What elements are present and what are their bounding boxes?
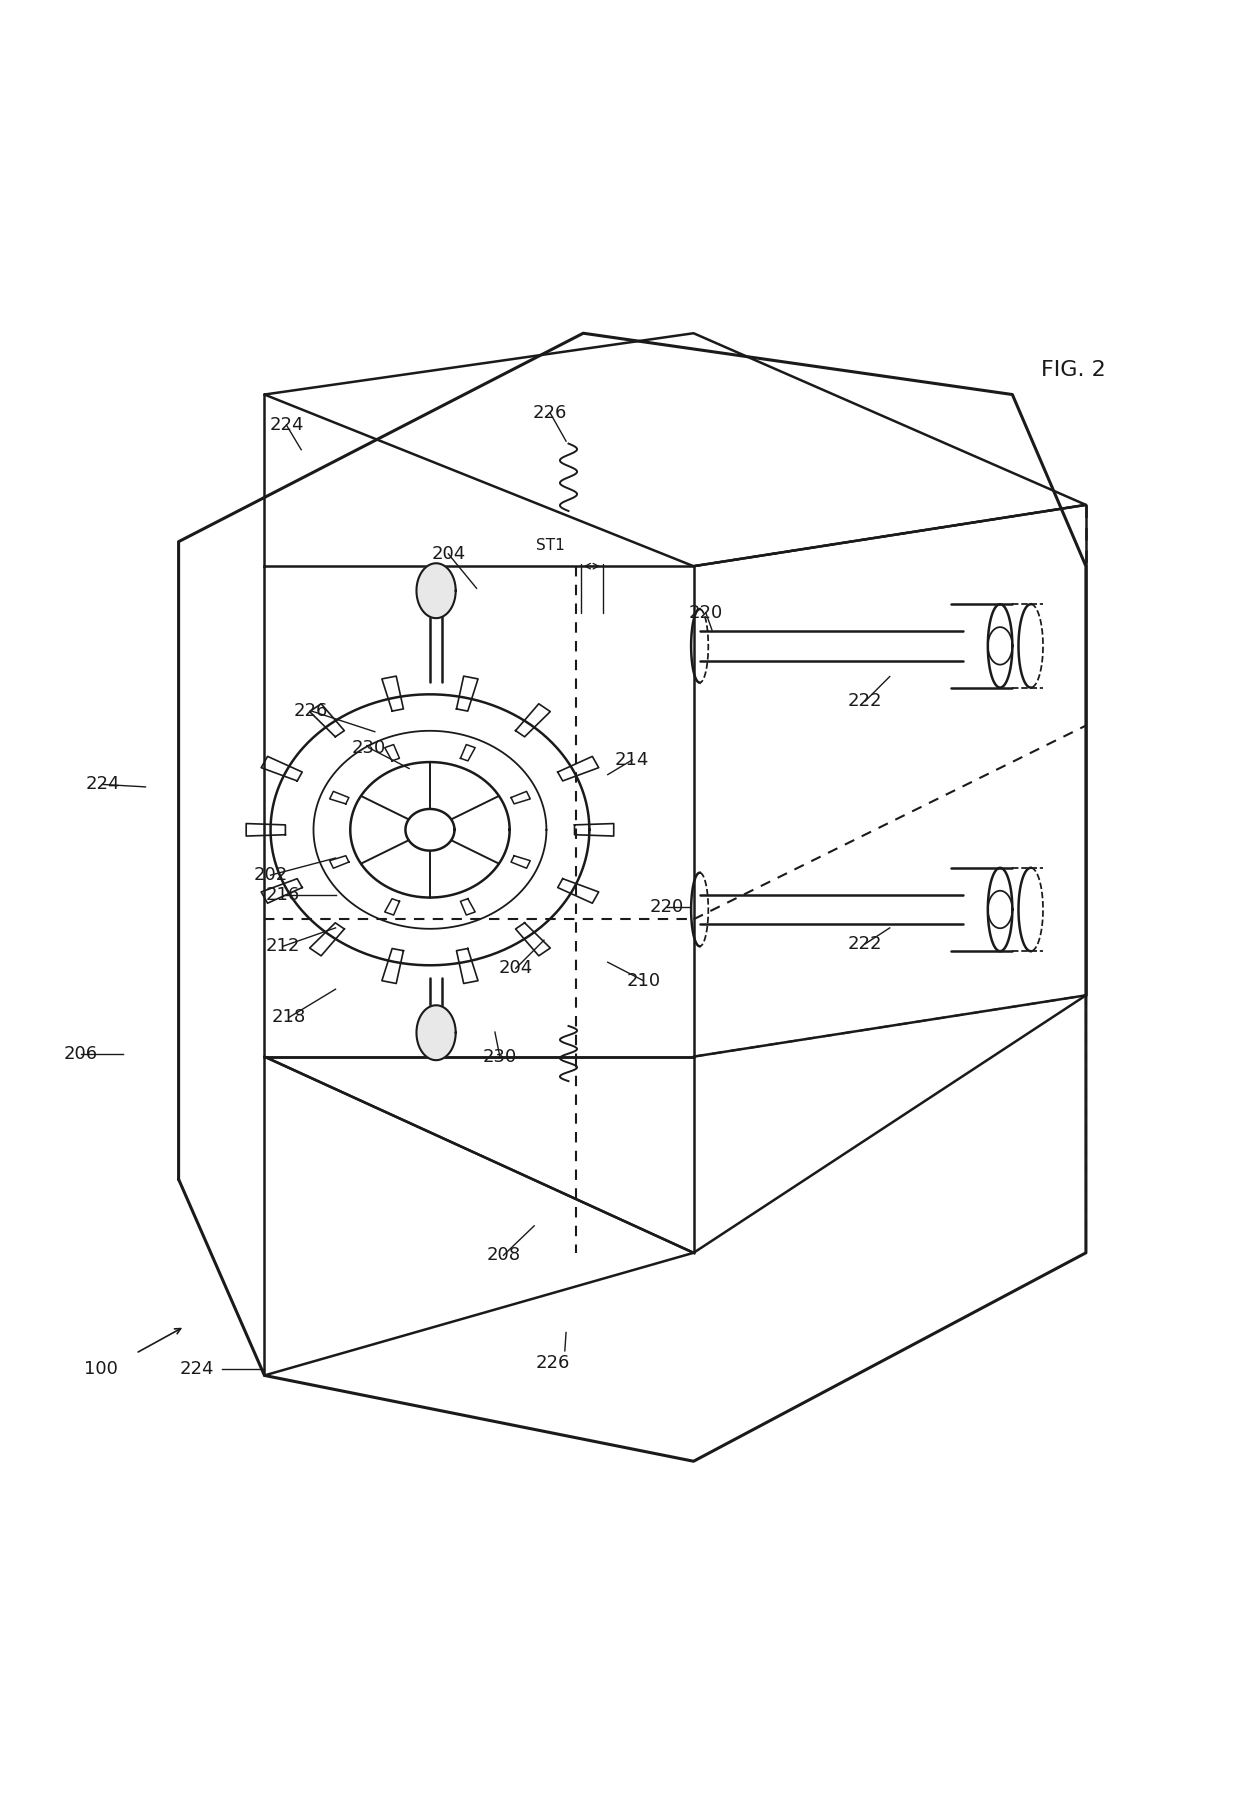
Text: 222: 222: [848, 935, 883, 953]
Polygon shape: [417, 564, 456, 618]
Text: FIG. 2: FIG. 2: [1042, 360, 1106, 380]
Text: 226: 226: [294, 702, 329, 720]
Text: 202: 202: [253, 866, 288, 884]
Text: 214: 214: [615, 751, 650, 769]
Text: 224: 224: [180, 1361, 215, 1379]
Text: 224: 224: [269, 417, 304, 435]
Text: 100: 100: [84, 1361, 118, 1379]
Text: 220: 220: [650, 899, 683, 917]
Text: 208: 208: [486, 1246, 521, 1264]
Text: 226: 226: [533, 404, 567, 422]
Text: 222: 222: [848, 691, 883, 709]
Text: 224: 224: [86, 775, 120, 793]
Text: 218: 218: [272, 1008, 306, 1026]
Text: 212: 212: [265, 937, 300, 955]
Text: 230: 230: [482, 1048, 517, 1066]
Text: 206: 206: [63, 1046, 98, 1062]
Text: 226: 226: [536, 1353, 569, 1372]
Text: 204: 204: [498, 959, 533, 977]
Text: 216: 216: [265, 886, 300, 904]
Text: ST1: ST1: [536, 538, 564, 553]
Text: 230: 230: [351, 739, 386, 757]
Text: 220: 220: [688, 604, 723, 622]
Polygon shape: [417, 1006, 456, 1060]
Text: 204: 204: [432, 546, 465, 562]
Text: 210: 210: [626, 971, 661, 990]
